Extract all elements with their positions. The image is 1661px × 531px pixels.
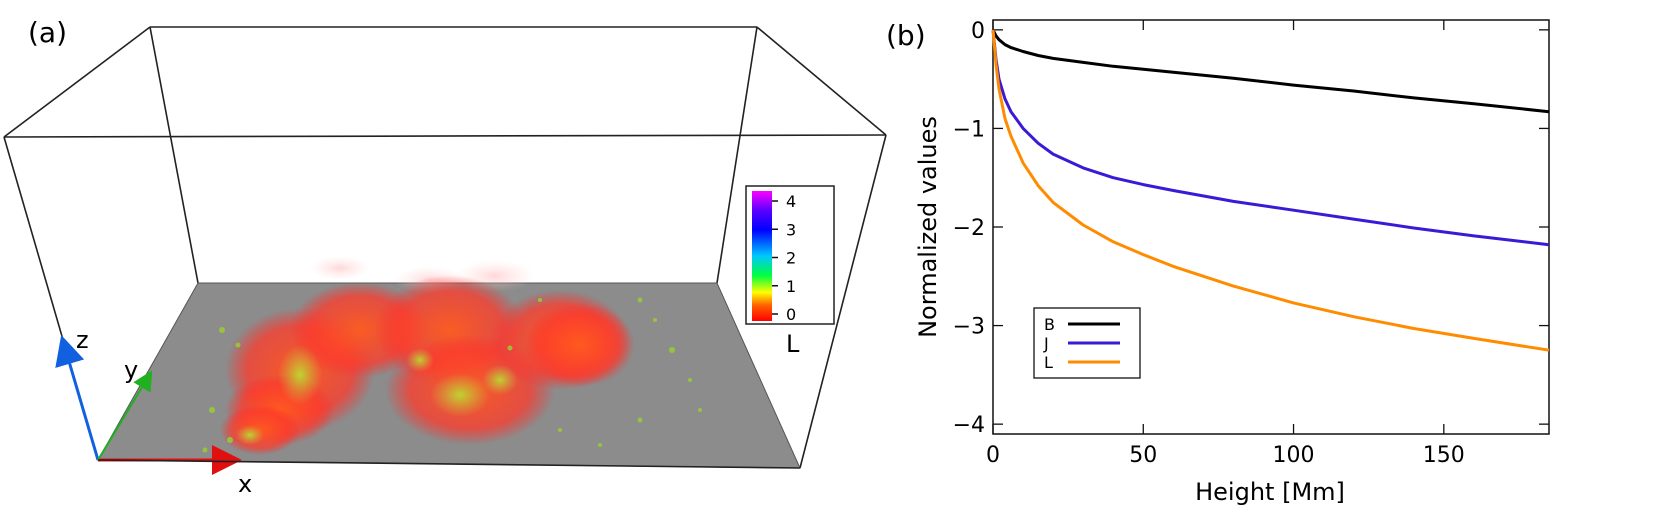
series-lines xyxy=(991,29,1550,352)
panel-b-label: (b) xyxy=(886,19,926,52)
colorbar-tick-label: 2 xyxy=(786,249,796,268)
legend: BJL xyxy=(1033,307,1141,379)
haze xyxy=(310,256,370,280)
y-axis-arrow xyxy=(97,370,153,461)
y-tick-label: 0 xyxy=(971,19,985,44)
colorbar-gradient xyxy=(752,191,772,321)
colorbar-tick-label: 3 xyxy=(786,220,796,239)
x-tick-label: 150 xyxy=(1423,443,1465,468)
x-tick-label: 0 xyxy=(986,443,1000,468)
legend-label-J: J xyxy=(1043,334,1049,353)
x-tick-label: 50 xyxy=(1129,443,1157,468)
z-axis-letter: z xyxy=(76,326,89,354)
colorbar-tick-label: 1 xyxy=(786,277,796,296)
surface-speckles xyxy=(202,297,702,453)
y-tick-label: −2 xyxy=(953,216,985,241)
z-axis-arrow xyxy=(55,334,100,461)
panel-b-line-chart: (b) 0 50 100 150 0 −1 −2 −3 −4 Height [Mm] Norma… xyxy=(886,19,1550,506)
panel-a-3d-render: (a) xyxy=(3,16,887,498)
y-axis-label: Normalized values xyxy=(914,116,942,338)
y-axis-letter: y xyxy=(124,356,138,384)
bounding-box-front xyxy=(97,459,801,469)
y-tick-label: −3 xyxy=(953,315,985,340)
legend-label-B: B xyxy=(1044,315,1055,334)
colorbar-label: L xyxy=(786,330,800,358)
series-line-J xyxy=(991,29,1550,247)
y-tick-label: −1 xyxy=(953,117,985,142)
bounding-box xyxy=(3,26,887,469)
colorbar-tick-label: 0 xyxy=(786,305,796,324)
y-tick-label: −4 xyxy=(953,413,985,438)
colorbar-tick-label: 4 xyxy=(786,192,796,211)
series-line-L xyxy=(991,29,1550,352)
x-axis-letter: x xyxy=(238,470,252,498)
colorbar: 4 3 2 1 0 L xyxy=(745,185,835,358)
axis-ticks: 0 50 100 150 0 −1 −2 −3 −4 xyxy=(953,19,1549,468)
x-axis-label: Height [Mm] xyxy=(1195,478,1345,506)
legend-label-L: L xyxy=(1044,353,1053,372)
panel-a-label: (a) xyxy=(28,16,67,49)
x-tick-label: 100 xyxy=(1273,443,1315,468)
current-density-volume xyxy=(220,275,635,455)
series-line-B xyxy=(991,29,1550,114)
